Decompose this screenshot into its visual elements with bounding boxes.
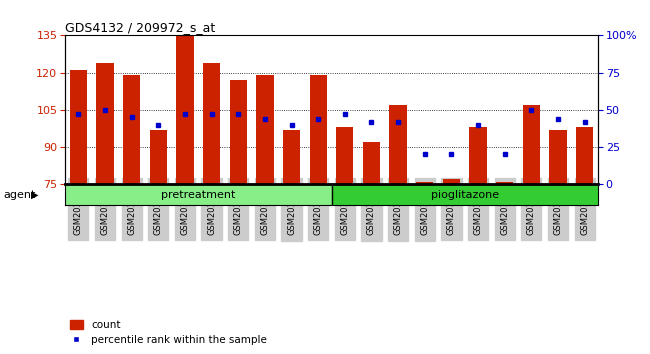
Bar <box>576 127 593 184</box>
Bar <box>229 80 247 184</box>
Bar <box>469 127 487 184</box>
Text: agent: agent <box>3 190 36 200</box>
Bar <box>443 179 460 184</box>
Text: ▶: ▶ <box>31 190 39 200</box>
Bar <box>203 63 220 184</box>
Bar <box>309 75 327 184</box>
Bar <box>150 130 167 184</box>
Bar <box>65 184 332 205</box>
Bar <box>389 105 407 184</box>
Text: pretreatment: pretreatment <box>161 190 235 200</box>
Bar <box>416 182 434 184</box>
Bar <box>336 127 354 184</box>
Bar <box>332 184 598 205</box>
Bar <box>523 105 540 184</box>
Bar <box>256 75 274 184</box>
Text: pioglitazone: pioglitazone <box>431 190 499 200</box>
Bar <box>176 35 194 184</box>
Text: GDS4132 / 209972_s_at: GDS4132 / 209972_s_at <box>65 21 215 34</box>
Legend: count, percentile rank within the sample: count, percentile rank within the sample <box>70 320 267 345</box>
Bar <box>549 130 567 184</box>
Bar <box>123 75 140 184</box>
Bar <box>363 142 380 184</box>
Bar <box>96 63 114 184</box>
Bar <box>283 130 300 184</box>
Bar <box>70 70 87 184</box>
Bar <box>496 182 514 184</box>
